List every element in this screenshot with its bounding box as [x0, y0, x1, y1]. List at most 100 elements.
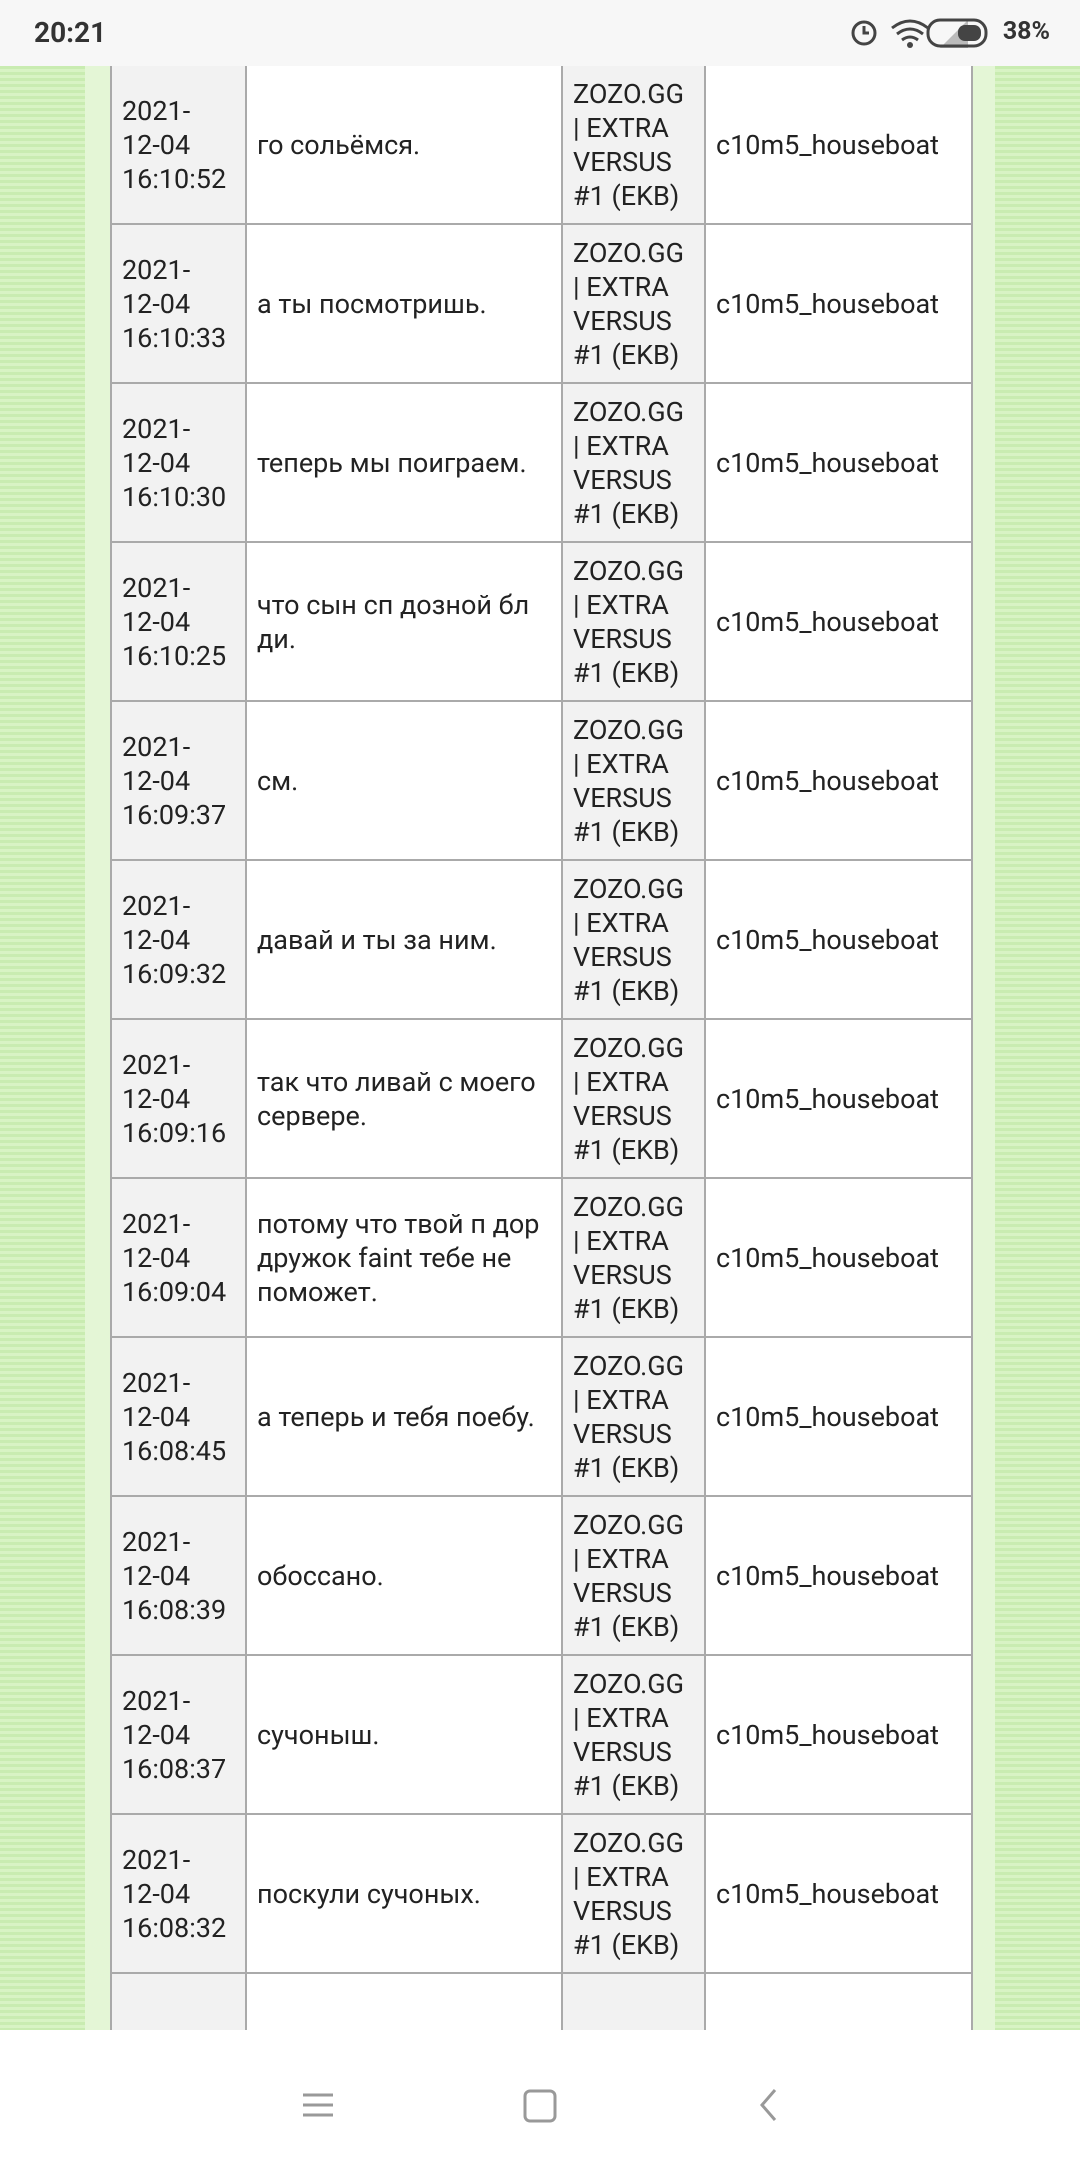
- date: 2021-12-04: [122, 1366, 191, 1433]
- log-row: 2021-12-04 16:09:16 так что ливай с моего …: [110, 1018, 973, 1179]
- message-cell: поскули сучоных.: [245, 1813, 563, 1974]
- message-cell: теперь мы поиграем.: [245, 382, 563, 543]
- date-cell: 2021-12-04 16:09:04: [110, 1177, 247, 1338]
- menu-button[interactable]: [303, 2093, 333, 2117]
- map-cell: c10m5_houseboat: [704, 700, 973, 861]
- map-cell: c10m5_houseboat: [704, 1018, 973, 1179]
- server-cell: ZOZO.GG | EXTRA VERSUS #1 (EKB): [561, 1813, 706, 1974]
- date-cell: 2021-12-04 16:09:32: [110, 859, 247, 1020]
- date: 2021-12-04: [122, 1207, 191, 1274]
- date-cell: 2021-12-04 16:08:45: [110, 1336, 247, 1497]
- home-button[interactable]: [523, 2089, 557, 2123]
- log-row: 2021-12-04 16:10:30 теперь мы поиграем. ZOZ…: [110, 382, 973, 543]
- map-cell: c10m5_houseboat: [704, 66, 973, 225]
- server-cell: ZOZO.GG | EXTRA VERSUS #1 (EKB): [561, 66, 706, 225]
- map-cell: c10m5_houseboat: [704, 541, 973, 702]
- server-cell: ZOZO.GG | EXTRA VERSUS #1 (EKB): [561, 1018, 706, 1179]
- time: 16:08:45: [122, 1434, 227, 1467]
- date-cell: 2021-12-04 16:08:39: [110, 1495, 247, 1656]
- log-row: 2021-12-04 16:09:32 давай и ты за ним. ZOZO…: [110, 859, 973, 1020]
- time: 16:10:25: [122, 639, 227, 672]
- date-cell: 2021-12-04 16:08:32: [110, 1813, 247, 1974]
- message-cell: обоссано.: [245, 1495, 563, 1656]
- server-cell: ZOZO.GG | EXTRA VERSUS #1 (EKB): [561, 541, 706, 702]
- clock: 20:21: [34, 16, 107, 49]
- time: 16:10:33: [122, 321, 227, 354]
- date: 2021-12-04: [122, 1843, 191, 1910]
- date-cell: 2021-12-04 16:10:30: [110, 382, 247, 543]
- log-row: 2021-12-04 16:08:39 обоссано. ZOZO.GG | EXT…: [110, 1495, 973, 1656]
- map-cell: c10m5_houseboat: [704, 1336, 973, 1497]
- message-cell: что сын сп дозной бл ди.: [245, 541, 563, 702]
- message-cell: [245, 1972, 563, 2030]
- message-cell: потому что твой п дор дружок faint тебе …: [245, 1177, 563, 1338]
- time: 16:09:32: [122, 957, 227, 990]
- date-cell: 2021-12-04 16:09:16: [110, 1018, 247, 1179]
- time: 16:09:37: [122, 798, 227, 831]
- time: 16:09:04: [122, 1275, 227, 1308]
- log-row: 2021-12-04 16:10:33 а ты посмотришь. ZOZO.G…: [110, 223, 973, 384]
- date-cell: 2021-12-04 16:08:37: [110, 1654, 247, 1815]
- map-cell: c10m5_houseboat: [704, 1813, 973, 1974]
- date: 2021-12-04: [122, 571, 191, 638]
- date: 2021-12-04: [122, 94, 191, 161]
- time: 16:08:37: [122, 1752, 227, 1785]
- date-cell: 2021-12-04 16:10:25: [110, 541, 247, 702]
- time: 16:08:39: [122, 1593, 227, 1626]
- date: 2021-12-04: [122, 253, 191, 320]
- date: 2021-12-04: [122, 730, 191, 797]
- date: 2021-12-04: [122, 1525, 191, 1592]
- map-cell: c10m5_houseboat: [704, 859, 973, 1020]
- server-cell: ZOZO.GG | EXTRA VERSUS #1 (EKB): [561, 1177, 706, 1338]
- date: 2021-12-04: [122, 1684, 191, 1751]
- log-row: 2021-12-04 16:09:04 потому что твой п дор …: [110, 1177, 973, 1338]
- message-cell: давай и ты за ним.: [245, 859, 563, 1020]
- map-cell: c10m5_houseboat: [704, 1177, 973, 1338]
- time: 16:08:32: [122, 1911, 227, 1944]
- log-row: 2021-12-04 16:08:32 поскули сучоных. ZOZO.G…: [110, 1813, 973, 1974]
- date-cell: [110, 1972, 247, 2030]
- date-cell: 2021-12-04 16:09:37: [110, 700, 247, 861]
- status-bar: 20:21 38%: [0, 0, 1080, 66]
- time: 16:10:30: [122, 480, 227, 513]
- server-cell: ZOZO.GG | EXTRA VERSUS #1 (EKB): [561, 223, 706, 384]
- date: 2021-12-04: [122, 1048, 191, 1115]
- chat-log-table: 2021-12-04 16:10:52 го сольёмся. ZOZO.GG | …: [110, 66, 973, 2030]
- map-cell: c10m5_houseboat: [704, 1495, 973, 1656]
- back-button[interactable]: [760, 2089, 777, 2121]
- server-cell: [561, 1972, 706, 2030]
- server-cell: ZOZO.GG | EXTRA VERSUS #1 (EKB): [561, 1495, 706, 1656]
- message-cell: а ты посмотришь.: [245, 223, 563, 384]
- message-cell: сучоныш.: [245, 1654, 563, 1815]
- map-cell: c10m5_houseboat: [704, 223, 973, 384]
- log-row: 2021-12-04 16:09:37 см. ZOZO.GG | EXTRA VER…: [110, 700, 973, 861]
- server-cell: ZOZO.GG | EXTRA VERSUS #1 (EKB): [561, 859, 706, 1020]
- server-cell: ZOZO.GG | EXTRA VERSUS #1 (EKB): [561, 1654, 706, 1815]
- log-row: 2021-12-04 16:08:45 а теперь и тебя поебу.…: [110, 1336, 973, 1497]
- map-cell: c10m5_houseboat: [704, 1654, 973, 1815]
- server-cell: ZOZO.GG | EXTRA VERSUS #1 (EKB): [561, 382, 706, 543]
- navigation-bar: [0, 2030, 1080, 2160]
- battery-icon: [926, 18, 988, 48]
- time: 16:09:16: [122, 1116, 227, 1149]
- server-cell: ZOZO.GG | EXTRA VERSUS #1 (EKB): [561, 700, 706, 861]
- battery-level: 38%: [1002, 17, 1050, 46]
- date: 2021-12-04: [122, 412, 191, 479]
- log-row: 2021-12-04 16:10:52 го сольёмся. ZOZO.GG | …: [110, 66, 973, 225]
- date-cell: 2021-12-04 16:10:52: [110, 66, 247, 225]
- message-cell: а теперь и тебя поебу.: [245, 1336, 563, 1497]
- map-cell: [704, 1972, 973, 2030]
- log-row: 2021-12-04 16:10:25 что сын сп дозной бл д…: [110, 541, 973, 702]
- server-cell: ZOZO.GG | EXTRA VERSUS #1 (EKB): [561, 1336, 706, 1497]
- message-cell: см.: [245, 700, 563, 861]
- date-cell: 2021-12-04 16:10:33: [110, 223, 247, 384]
- message-cell: так что ливай с моего сервере.: [245, 1018, 563, 1179]
- nav-icons: [303, 2089, 777, 2123]
- map-cell: c10m5_houseboat: [704, 382, 973, 543]
- log-row: 2021-12-04 16:08:37 сучоныш. ZOZO.GG | EXTR…: [110, 1654, 973, 1815]
- web-page: 2021-12-04 16:10:52 го сольёмся. ZOZO.GG | …: [0, 66, 1080, 2030]
- time: 16:10:52: [122, 162, 227, 195]
- message-cell: го сольёмся.: [245, 66, 563, 225]
- date: 2021-12-04: [122, 889, 191, 956]
